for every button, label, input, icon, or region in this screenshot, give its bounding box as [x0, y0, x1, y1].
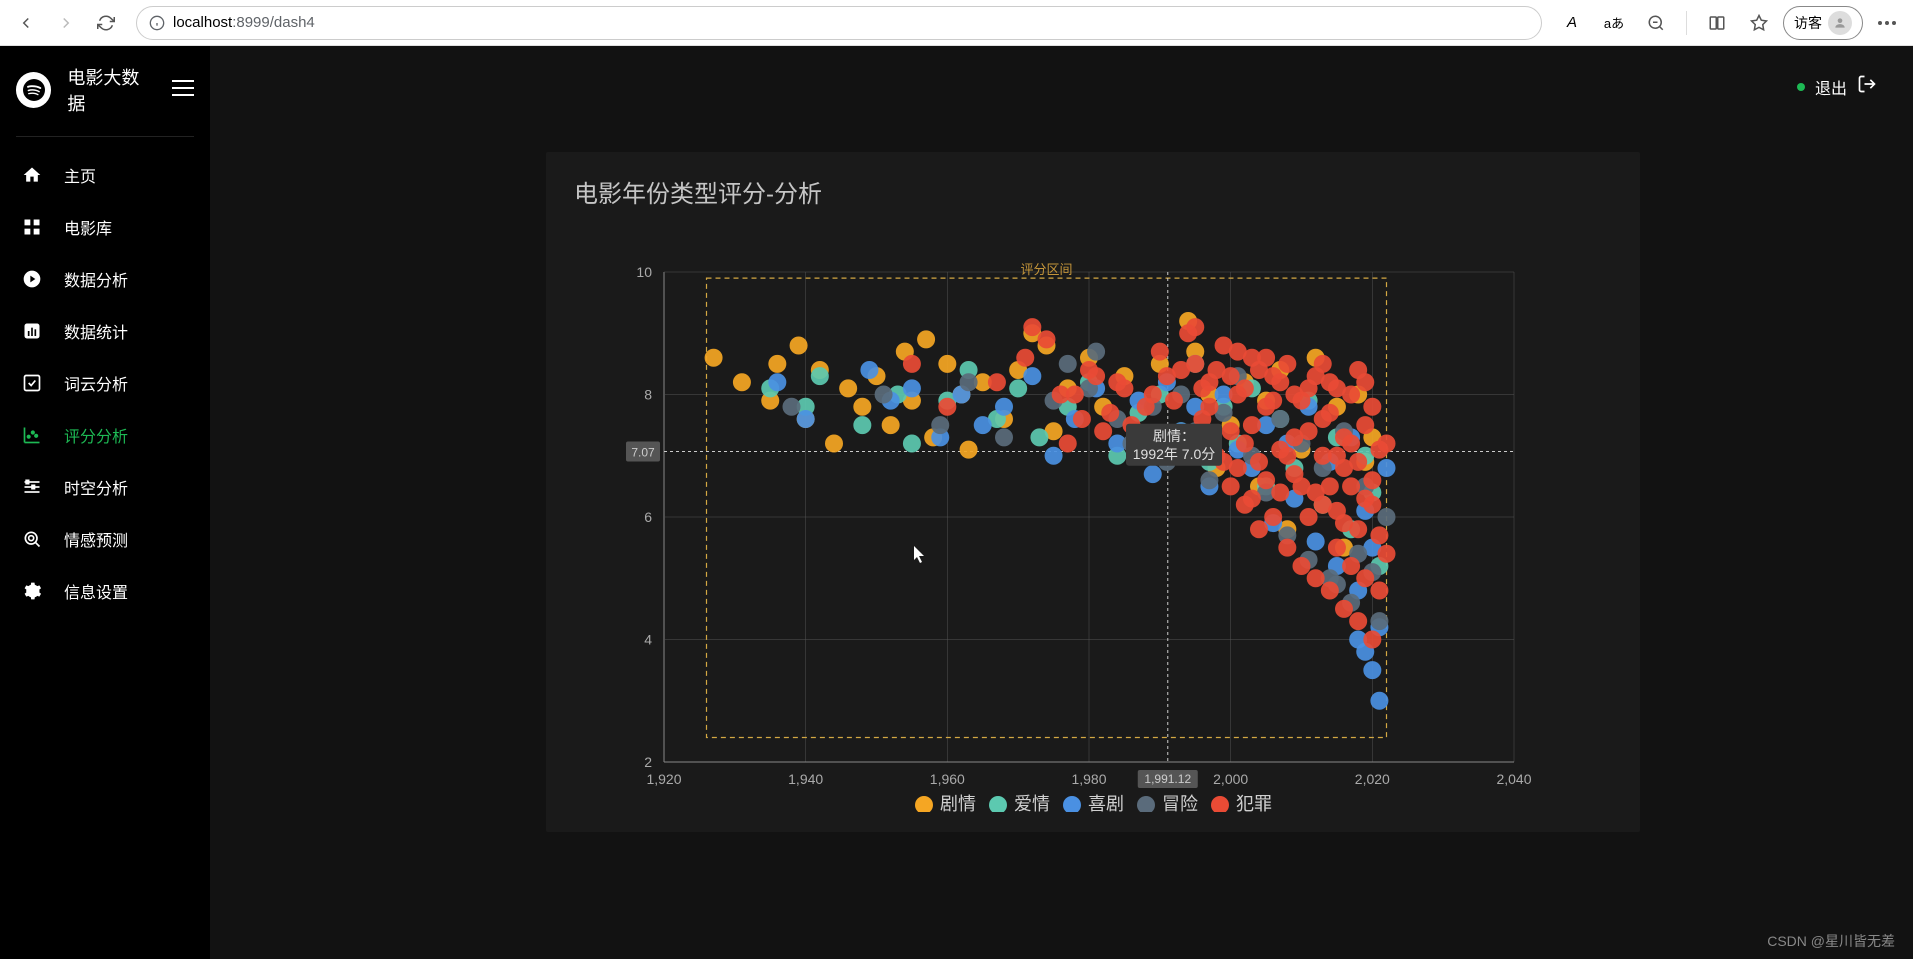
svg-text:8: 8: [644, 387, 652, 403]
svg-text:冒险: 冒险: [1162, 794, 1198, 812]
svg-text:10: 10: [636, 264, 652, 280]
sidebar-item-bar[interactable]: 数据统计: [0, 305, 210, 357]
sidebar-item-label: 电影库: [64, 215, 112, 239]
sidebar-item-gear[interactable]: 信息设置: [0, 565, 210, 617]
svg-text:2: 2: [644, 754, 652, 770]
translate-button[interactable]: aあ: [1596, 5, 1632, 41]
sidebar-item-label: 词云分析: [64, 371, 128, 395]
chart-panel: 电影年份类型评分-分析 1,9201,9401,9601,9802,0002,0…: [546, 152, 1640, 832]
scatter-chart[interactable]: 1,920 1,940 1,960 1,980 2,000 2,020 2,040 2 4 6 8 1…: [546, 152, 1640, 812]
topbar: 退出: [1797, 74, 1877, 99]
play-icon: [20, 267, 44, 291]
time-icon: [20, 475, 44, 499]
svg-text:2,000: 2,000: [1213, 771, 1248, 787]
exit-button[interactable]: [1857, 74, 1877, 99]
sidebar-divider: [16, 136, 194, 137]
svg-text:1,940: 1,940: [788, 771, 823, 787]
cloud-icon: [20, 371, 44, 395]
address-bar[interactable]: localhost:8999/dash4: [136, 6, 1542, 40]
app-logo[interactable]: [16, 72, 51, 108]
app-title: 电影大数据: [67, 64, 156, 116]
watermark: CSDN @星川皆无差: [1767, 931, 1895, 951]
status-dot-icon: [1797, 83, 1805, 91]
sidebar-item-grid[interactable]: 电影库: [0, 201, 210, 253]
back-button[interactable]: [8, 5, 44, 41]
scatter-icon: [20, 423, 44, 447]
url-text: localhost:8999/dash4: [173, 14, 315, 31]
sidebar-item-predict[interactable]: 情感预测: [0, 513, 210, 565]
visitor-label: 访客: [1794, 13, 1822, 33]
svg-text:爱情: 爱情: [1014, 794, 1050, 812]
avatar-icon: [1828, 11, 1852, 35]
svg-text:1,960: 1,960: [930, 771, 965, 787]
svg-text:2,020: 2,020: [1355, 771, 1390, 787]
hamburger-icon[interactable]: [172, 79, 194, 102]
home-icon: [20, 163, 44, 187]
favorites-button[interactable]: [1741, 5, 1777, 41]
browser-toolbar: localhost:8999/dash4 A aあ 访客: [0, 0, 1913, 46]
sidebar-item-label: 数据分析: [64, 267, 128, 291]
svg-text:1,991.12: 1,991.12: [1144, 772, 1191, 786]
sidebar: 电影大数据 主页电影库数据分析数据统计词云分析评分分析时空分析情感预测信息设置: [0, 46, 210, 959]
zoom-button[interactable]: [1638, 5, 1674, 41]
visitor-profile-button[interactable]: 访客: [1783, 6, 1863, 40]
svg-text:评分区间: 评分区间: [1020, 262, 1072, 277]
svg-text:4: 4: [644, 632, 652, 648]
sidebar-item-label: 评分分析: [64, 423, 128, 447]
svg-text:剧情：: 剧情：: [1153, 428, 1195, 444]
sidebar-item-home[interactable]: 主页: [0, 149, 210, 201]
sidebar-item-cloud[interactable]: 词云分析: [0, 357, 210, 409]
sidebar-item-label: 时空分析: [64, 475, 128, 499]
exit-label: 退出: [1815, 75, 1847, 99]
split-screen-button[interactable]: [1699, 5, 1735, 41]
svg-text:1,980: 1,980: [1071, 771, 1106, 787]
gear-icon: [20, 579, 44, 603]
sidebar-item-label: 情感预测: [64, 527, 128, 551]
svg-text:6: 6: [644, 509, 652, 525]
sidebar-item-play[interactable]: 数据分析: [0, 253, 210, 305]
cursor-icon: [912, 544, 928, 564]
svg-text:犯罪: 犯罪: [1236, 794, 1272, 812]
sidebar-item-label: 数据统计: [64, 319, 128, 343]
forward-button[interactable]: [48, 5, 84, 41]
grid-icon: [20, 215, 44, 239]
svg-text:7.07: 7.07: [631, 445, 655, 459]
sidebar-item-label: 主页: [64, 163, 96, 187]
svg-text:1992年 7.0分: 1992年 7.0分: [1133, 446, 1216, 462]
svg-text:2,040: 2,040: [1496, 771, 1531, 787]
info-icon: [149, 15, 165, 31]
reload-button[interactable]: [88, 5, 124, 41]
svg-text:喜剧: 喜剧: [1088, 794, 1124, 812]
sidebar-item-time[interactable]: 时空分析: [0, 461, 210, 513]
app-root: 电影大数据 主页电影库数据分析数据统计词云分析评分分析时空分析情感预测信息设置 …: [0, 46, 1913, 959]
reading-mode-button[interactable]: A: [1554, 5, 1590, 41]
svg-text:剧情: 剧情: [940, 794, 976, 812]
bar-icon: [20, 319, 44, 343]
more-button[interactable]: [1869, 5, 1905, 41]
svg-text:1,920: 1,920: [646, 771, 681, 787]
main-content: 退出 电影年份类型评分-分析 1,9201,9401,9601,9802,000…: [210, 46, 1913, 959]
sidebar-item-scatter[interactable]: 评分分析: [0, 409, 210, 461]
predict-icon: [20, 527, 44, 551]
sidebar-item-label: 信息设置: [64, 579, 128, 603]
